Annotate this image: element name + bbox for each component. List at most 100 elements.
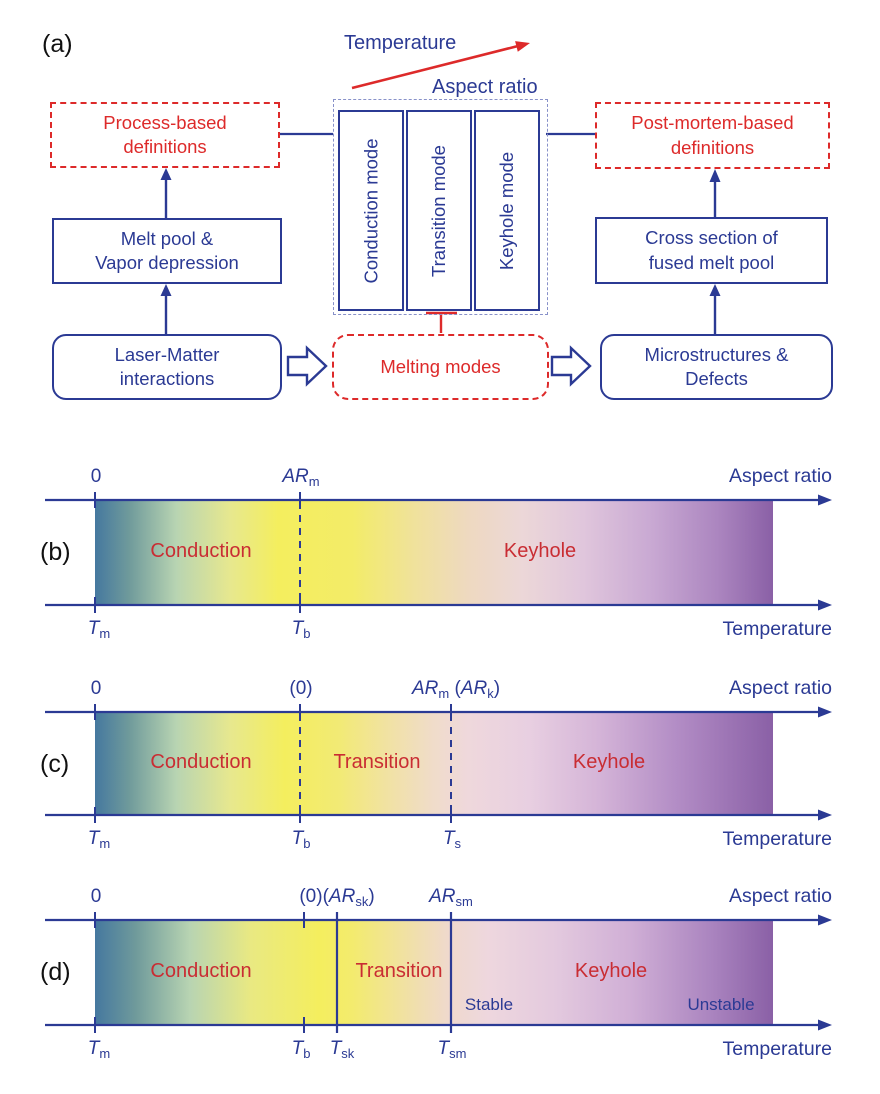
panel-b-top-tick-label: ARm <box>282 466 320 489</box>
tick-text-part: k <box>487 686 494 701</box>
panel-b-region-keyhole: Keyhole <box>503 539 577 562</box>
tick-text-part: T <box>329 1038 342 1059</box>
microstructures-line1: Microstructures & <box>644 343 789 365</box>
tick-text-part: m <box>438 686 450 701</box>
panel-b-top-tick-label: 0 <box>91 466 102 488</box>
tick-text-part: ( <box>449 678 461 699</box>
panel-d-aspect-ratio-label: Aspect ratio <box>729 885 832 907</box>
panel-d-sublabel-stable: Stable <box>464 995 514 1014</box>
arrowhead <box>709 169 721 182</box>
tick-text-part: AR <box>460 678 488 699</box>
block-arrow-laser-to-melting <box>286 345 328 387</box>
tick-text-part: 0 <box>90 466 102 487</box>
panel-b-aspect-ratio-label: Aspect ratio <box>729 465 832 487</box>
panel-d-sublabel-unstable: Unstable <box>687 995 755 1014</box>
tick-text-part: ) <box>493 678 501 699</box>
panel-d-temperature-label: Temperature <box>722 1038 832 1060</box>
process-definitions-line1: Process-based <box>103 111 227 133</box>
tick-text-part: m <box>99 626 111 641</box>
tick-text-part: T <box>87 1038 100 1059</box>
tick-text-part: T <box>291 1038 304 1059</box>
panel-c-top-tick-label: (0) <box>289 678 312 700</box>
aspect-ratio-arrow-label: Aspect ratio <box>432 76 538 98</box>
panel-d-top-tick-label: 0 <box>91 886 102 908</box>
tick-text-part: T <box>87 828 100 849</box>
tick-text-part: AR <box>282 466 309 487</box>
panel-c-top-tick-label: ARm (ARk) <box>412 678 501 701</box>
arrowhead <box>709 284 721 296</box>
panel-c-region-conduction: Conduction <box>150 750 252 773</box>
process-definitions-box: Process-based definitions <box>50 102 280 168</box>
panel-b-gradient-bar <box>95 501 773 604</box>
tick-text-part: b <box>303 836 311 851</box>
tick-text-part: sm <box>455 894 473 909</box>
keyhole-mode-label: Keyhole mode <box>496 151 517 270</box>
panel-c-gradient-bar <box>95 713 773 814</box>
panel-a-label: (a) <box>42 30 73 58</box>
conduction-mode-label: Conduction mode <box>360 137 382 284</box>
tick-text-part: b <box>303 1046 311 1061</box>
panel-d-top-tick-label: ARsm <box>429 886 473 909</box>
tick-text-part: AR <box>429 886 456 907</box>
panel-c-region-transition: Transition <box>333 750 421 773</box>
tick-text-part: 0 <box>90 886 102 907</box>
panel-d-gradient-bar <box>95 921 773 1024</box>
melting-modes-group-box <box>333 99 548 315</box>
panel-c-region-keyhole: Keyhole <box>572 750 646 773</box>
post-mortem-line2: definitions <box>670 136 755 158</box>
panel-d-region-keyhole: Keyhole <box>574 959 648 982</box>
panel-b-temperature-axis-arrowhead <box>818 599 832 611</box>
arrowhead <box>160 284 172 296</box>
panel-d-aspect-ratio-axis-arrowhead <box>818 914 832 926</box>
tick-text-part: ) <box>368 886 375 907</box>
panel-d-bottom-tick-label: Tm <box>87 1038 110 1061</box>
tick-text-part: T <box>291 828 304 849</box>
panel-c-top-tick-label: 0 <box>91 678 102 700</box>
cross-section-line2: fused melt pool <box>648 251 775 273</box>
panel-d-region-transition: Transition <box>355 959 443 982</box>
panel-c-aspect-ratio-axis-arrowhead <box>818 706 832 718</box>
microstructures-box: Microstructures & Defects <box>600 334 833 400</box>
tick-text-part: m <box>99 836 111 851</box>
melt-pool-line2: Vapor depression <box>95 252 239 273</box>
tick-text-part: AR <box>328 886 356 907</box>
tick-text-part: m <box>308 474 320 489</box>
tick-text-part: sk <box>355 894 369 909</box>
panel-b-temperature-label: Temperature <box>722 618 832 640</box>
cross-section-box: Cross section of fused melt pool <box>595 217 828 284</box>
panel-c-bottom-tick-label: Tb <box>291 828 311 851</box>
temperature-arrowhead <box>515 41 530 52</box>
melt-pool-vapor-box: Melt pool & Vapor depression <box>52 218 282 284</box>
cross-section-line1: Cross section of <box>645 227 778 249</box>
panel-d-temperature-axis-arrowhead <box>818 1019 832 1031</box>
arrowhead <box>160 168 172 180</box>
panel-c-label: (c) <box>40 750 70 778</box>
melting-modes-label: Melting modes <box>380 355 501 377</box>
panel-c-bottom-tick-label: Ts <box>442 828 462 851</box>
tick-text-part: (0)( <box>299 886 329 907</box>
tick-text-part: T <box>87 618 100 639</box>
panel-d-bottom-tick-label: Tb <box>291 1038 311 1061</box>
temperature-arrow <box>351 44 519 90</box>
laser-matter-box: Laser-Matter interactions <box>52 334 282 400</box>
panel-b-region-conduction: Conduction <box>150 539 252 562</box>
panel-d-region-conduction: Conduction <box>150 959 252 982</box>
tick-text-part: T <box>291 618 304 639</box>
panel-c-temperature-axis-arrowhead <box>818 809 832 821</box>
microstructures-line2: Defects <box>685 368 748 389</box>
post-mortem-definitions-box: Post-mortem-based definitions <box>595 102 830 169</box>
tick-text-part: T <box>442 828 455 849</box>
tick-text-part: sm <box>449 1046 467 1061</box>
tick-text-part: 0 <box>90 678 102 699</box>
panel-d-top-tick-label: (0)(ARsk) <box>299 886 375 909</box>
panel-b-bottom-tick-label: Tm <box>87 618 111 641</box>
melt-pool-line1: Melt pool & <box>120 227 214 249</box>
panel-d-label: (d) <box>40 958 71 986</box>
tick-text-part: s <box>454 836 462 851</box>
panel-b-aspect-ratio-axis-arrowhead <box>818 494 832 506</box>
block-arrow-melting-to-micro <box>550 345 592 387</box>
transition-mode-label: Transition mode <box>428 144 449 277</box>
